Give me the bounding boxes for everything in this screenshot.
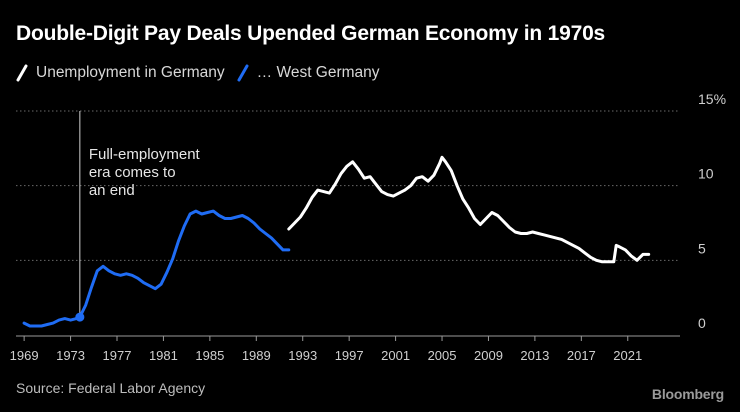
series-line-germany — [287, 155, 651, 264]
y-tick-label-15: 15% — [698, 91, 726, 107]
x-tick-label-1993: 1993 — [288, 348, 317, 363]
x-tick-label-2005: 2005 — [428, 348, 457, 363]
annotation-text-line-3: an end — [89, 182, 135, 199]
x-tick-label-1973: 1973 — [56, 348, 85, 363]
x-tick-label-2009: 2009 — [474, 348, 503, 363]
x-tick-label-2021: 2021 — [613, 348, 642, 363]
annotation-text-line-1: Full-employment — [89, 146, 201, 163]
x-tick-label-1981: 1981 — [149, 348, 178, 363]
source-note: Source: Federal Labor Agency — [16, 380, 206, 396]
x-tick-label-1985: 1985 — [195, 348, 224, 363]
legend-label-germany: Unemployment in Germany — [36, 64, 225, 81]
series-line-west-germany — [22, 209, 291, 328]
y-tick-label-10: 10 — [698, 166, 714, 182]
x-tick-label-1969: 1969 — [10, 348, 39, 363]
x-tick-label-2017: 2017 — [567, 348, 596, 363]
legend-swatch-west-germany — [237, 64, 249, 82]
x-tick-label-2013: 2013 — [520, 348, 549, 363]
x-tick-label-1989: 1989 — [242, 348, 271, 363]
annotation-marker — [75, 312, 85, 322]
x-tick-label-2001: 2001 — [381, 348, 410, 363]
y-tick-label-0: 0 — [698, 315, 706, 331]
bloomberg-logo: Bloomberg — [651, 386, 724, 402]
legend-label-west-germany: … West Germany — [256, 64, 380, 81]
x-tick-label-1977: 1977 — [103, 348, 132, 363]
x-tick-label-1997: 1997 — [335, 348, 364, 363]
chart-title: Double-Digit Pay Deals Upended German Ec… — [16, 22, 606, 45]
legend-item-germany: Unemployment in Germany — [16, 64, 225, 82]
annotation-text-line-2: era comes to — [89, 164, 176, 181]
y-tick-label-5: 5 — [698, 240, 706, 256]
legend-item-west-germany: … West Germany — [237, 64, 380, 82]
legend-swatch-germany — [16, 64, 28, 82]
legend: Unemployment in Germany … West Germany — [16, 64, 392, 82]
